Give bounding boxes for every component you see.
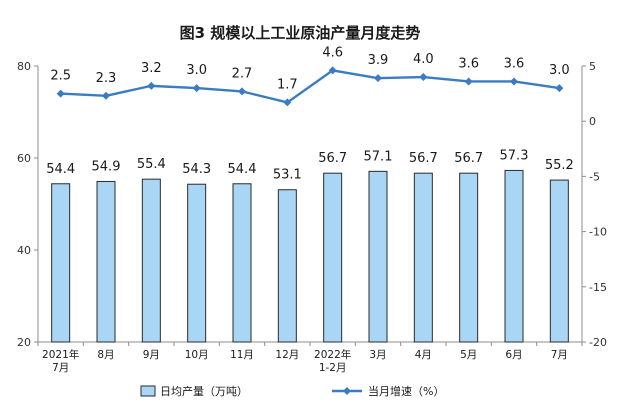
legend: 日均产量（万吨） 当月增速（%）: [140, 384, 444, 398]
line-value-label: 2.3: [96, 71, 117, 86]
right-tick-label: 0: [589, 115, 596, 128]
bar-value-label: 57.3: [500, 148, 529, 163]
bar-value-label: 57.1: [364, 149, 393, 164]
x-tick-label: 1-2月: [319, 362, 347, 374]
bar: [232, 183, 252, 343]
bar-value-label: 55.2: [545, 158, 574, 173]
bar: [413, 172, 433, 343]
bar-value-label: 53.1: [273, 168, 302, 183]
x-tick-label: 8月: [97, 349, 114, 361]
left-tick-label: 80: [17, 60, 31, 73]
bar-value-label: 54.9: [92, 159, 121, 174]
bar-value-label: 54.3: [182, 162, 211, 177]
growth-line: [60, 69, 560, 104]
line-point: [464, 77, 473, 86]
line-point: [283, 98, 292, 107]
line-point: [192, 84, 201, 93]
x-tick-label: 11月: [230, 349, 254, 361]
line-value-label: 3.0: [186, 63, 207, 78]
bar: [368, 170, 388, 343]
line-value-label: 4.0: [413, 52, 434, 67]
bar: [323, 172, 343, 343]
line-point: [510, 77, 518, 86]
x-tick-label: 4月: [415, 349, 432, 361]
chart-title: 图3 规模以上工业原油产量月度走势: [180, 24, 421, 42]
line-value-label: 2.7: [232, 66, 253, 81]
legend-bar-label: 日均产量（万吨）: [160, 384, 248, 398]
bar-value-label: 56.7: [318, 151, 347, 166]
line-point: [147, 81, 156, 90]
bar: [549, 179, 569, 343]
line-value-label: 2.5: [50, 69, 71, 84]
line-value-label: 4.6: [322, 45, 343, 60]
line-point: [102, 91, 110, 100]
bar: [51, 183, 71, 343]
bar-value-label: 54.4: [46, 162, 75, 177]
right-tick-label: -20: [589, 336, 607, 349]
bar: [187, 183, 207, 343]
line-value-label: 3.6: [458, 56, 479, 71]
x-tick-label: 7月: [52, 362, 69, 374]
line-point: [555, 84, 564, 93]
legend-line-marker: [343, 387, 351, 395]
x-tick-label: 3月: [369, 349, 386, 361]
right-tick-label: -15: [589, 281, 607, 294]
line-value-label: 3.2: [141, 61, 162, 76]
legend-line-label: 当月增速（%）: [368, 384, 444, 398]
line-point: [238, 87, 246, 96]
bar-series: [51, 169, 569, 343]
data-labels: 54.4 54.9 55.4 54.3 54.4 53.1 56.7 57.1 56.7 56.7…: [46, 45, 574, 182]
right-tick-label: 5: [589, 60, 596, 73]
x-tick-label: 12月: [275, 349, 299, 361]
bar: [277, 189, 297, 343]
left-tick-label: 60: [17, 152, 31, 165]
line-point: [328, 66, 337, 75]
line-series: [56, 66, 564, 107]
line-point: [419, 73, 428, 82]
bar: [141, 178, 161, 343]
bar-value-label: 56.7: [409, 151, 438, 166]
x-tick-label: 5月: [460, 349, 477, 361]
right-tick-label: -5: [589, 170, 600, 183]
line-value-label: 3.6: [504, 56, 525, 71]
bar: [504, 169, 524, 343]
right-tick-label: -10: [589, 226, 607, 239]
x-tick-label: 7月: [551, 349, 568, 361]
bar-value-label: 55.4: [137, 157, 166, 172]
legend-bar-swatch: [140, 385, 156, 397]
line-value-label: 3.0: [549, 63, 570, 78]
bar: [459, 172, 479, 343]
x-tick-label: 2021年: [42, 348, 79, 361]
left-tick-label: 20: [17, 336, 31, 349]
line-point: [56, 89, 65, 98]
line-point: [374, 74, 382, 83]
x-tick-label: 2022年: [314, 348, 351, 361]
left-tick-label: 40: [17, 244, 31, 257]
x-tick-label: 10月: [185, 349, 209, 361]
x-tick-label: 6月: [505, 349, 522, 361]
line-value-label: 3.9: [368, 53, 389, 68]
bar-value-label: 54.4: [228, 162, 257, 177]
bar-value-label: 56.7: [454, 151, 483, 166]
bar: [96, 180, 116, 343]
line-value-label: 1.7: [277, 77, 298, 92]
x-tick-label: 9月: [143, 349, 160, 361]
